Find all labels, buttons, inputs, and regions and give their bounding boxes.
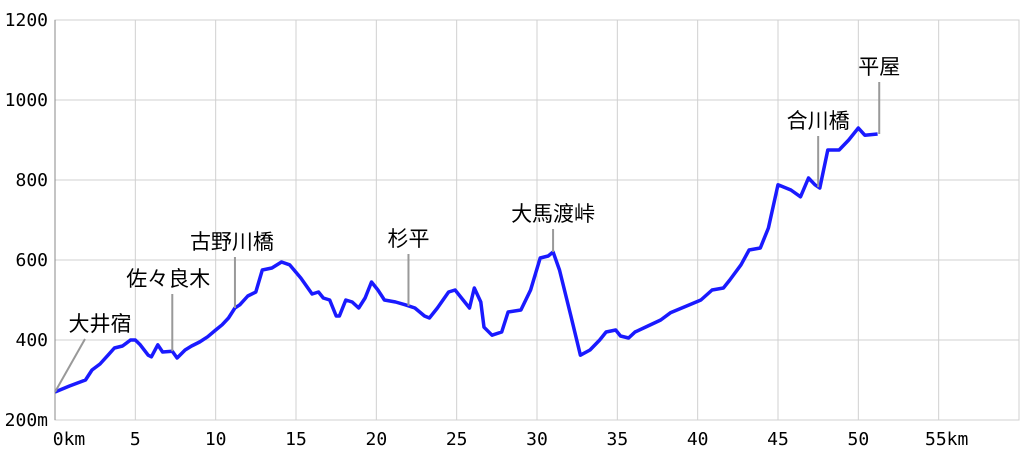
y-tick-label: 800 xyxy=(15,170,48,191)
annotation-label: 大井宿 xyxy=(69,312,132,336)
leader-line xyxy=(54,338,86,393)
x-tick-label: 0km xyxy=(53,429,86,450)
y-tick-label: 600 xyxy=(15,250,48,271)
y-tick-label: 400 xyxy=(15,330,48,351)
y-tick-label: 1000 xyxy=(5,90,48,111)
y-tick-label: 1200 xyxy=(5,10,48,31)
elevation-line xyxy=(54,126,878,394)
x-tick-label: 20 xyxy=(365,429,387,450)
x-tick-label: 15 xyxy=(285,429,307,450)
y-tick-label: 200m xyxy=(5,410,48,431)
x-tick-label: 45 xyxy=(767,429,789,450)
annotation-label: 大馬渡峠 xyxy=(511,202,595,226)
annotation-label: 佐々良木 xyxy=(126,267,210,291)
x-tick-label: 25 xyxy=(446,429,468,450)
x-tick-label: 10 xyxy=(205,429,227,450)
x-tick-label: 50 xyxy=(847,429,869,450)
x-tick-label: 5 xyxy=(130,429,141,450)
x-tick-label: 55km xyxy=(925,429,968,450)
x-tick-label: 35 xyxy=(606,429,628,450)
annotation-label: 合川橋 xyxy=(787,109,850,133)
annotation-label: 杉平 xyxy=(387,227,429,251)
annotation-label: 古野川橋 xyxy=(190,230,274,254)
x-tick-label: 40 xyxy=(687,429,709,450)
x-tick-label: 30 xyxy=(526,429,548,450)
annotation-label: 平屋 xyxy=(858,55,900,79)
